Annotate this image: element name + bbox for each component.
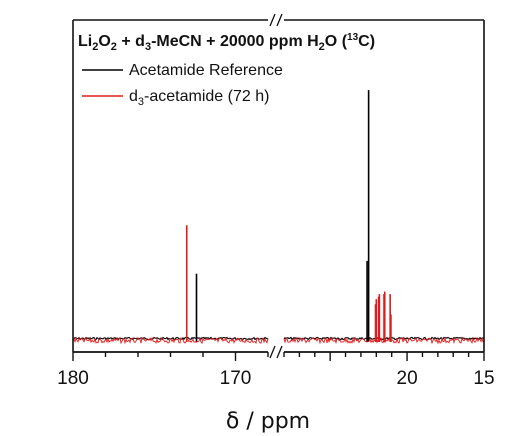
legend-label: Acetamide Reference [129,62,283,79]
chart-title-text: Li2O2 + d3-MeCN + 20000 ppm H2O (13C) [78,32,375,53]
x-tick-label: 15 [473,368,494,389]
bottom-break-mark [269,345,283,359]
axis-break-markers [269,13,283,359]
baseline-noise-segment-1 [72,336,269,345]
x-tick-label: 20 [397,368,418,389]
top-break-mark [269,13,283,27]
legend: Acetamide Reference d3-acetamide (72 h) [82,62,283,108]
axes: 180 170 20 15 [57,19,495,389]
plot-area [73,20,484,352]
x-tick-label: 170 [220,368,252,389]
x-tick-label: 180 [57,368,89,389]
plot-frame [73,20,484,352]
series-d3-acetamide [72,225,485,345]
legend-entry: d3-acetamide (72 h) [82,88,269,108]
legend-entry: Acetamide Reference [82,62,283,79]
legend-label: d3-acetamide (72 h) [129,88,269,108]
series-layer [72,90,485,345]
x-axis-label: δ / ppm [226,409,310,434]
chart-title: Li2O2 + d3-MeCN + 20000 ppm H2O (13C) [78,32,375,53]
